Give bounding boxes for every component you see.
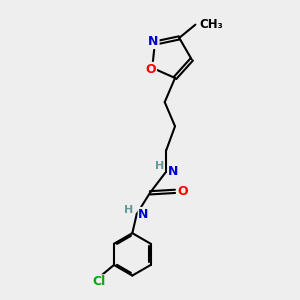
Text: N: N xyxy=(168,165,178,178)
Text: N: N xyxy=(138,208,148,220)
Text: O: O xyxy=(146,63,156,76)
Text: O: O xyxy=(177,185,188,198)
Text: CH₃: CH₃ xyxy=(199,18,223,31)
Text: Cl: Cl xyxy=(92,275,105,288)
Text: N: N xyxy=(148,35,159,48)
Text: H: H xyxy=(155,161,164,171)
Text: H: H xyxy=(124,205,133,214)
